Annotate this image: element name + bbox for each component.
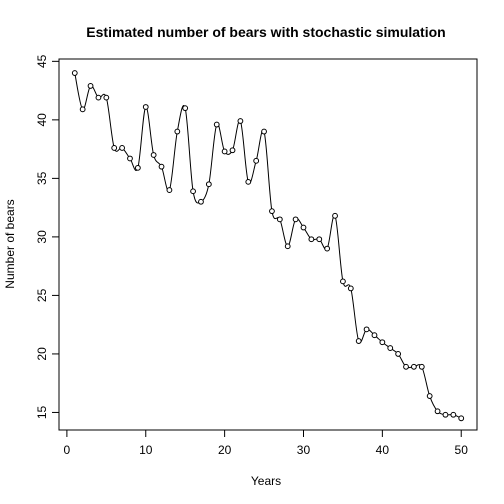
data-point — [134, 164, 141, 171]
y-tick-label: 30 — [35, 230, 49, 244]
data-point — [261, 128, 267, 135]
data-point — [308, 236, 315, 243]
data-point — [292, 216, 299, 223]
x-axis-label: Years — [251, 474, 281, 488]
data-point — [363, 326, 370, 333]
data-point — [198, 198, 204, 205]
data-point — [426, 393, 433, 399]
data-point — [190, 188, 196, 195]
data-point — [87, 83, 94, 89]
data-point — [458, 415, 465, 422]
data-point — [166, 187, 173, 193]
x-tick-label: 50 — [455, 443, 469, 457]
x-tick-label: 30 — [297, 443, 311, 457]
x-tick-label: 20 — [218, 443, 232, 457]
data-point — [340, 278, 346, 285]
data-point — [403, 363, 409, 370]
data-point — [387, 345, 394, 351]
data-point — [300, 224, 307, 231]
plot-frame — [58, 58, 478, 431]
data-point — [111, 145, 118, 151]
y-axis-label: Number of bears — [3, 199, 17, 288]
data-point — [450, 411, 457, 418]
data-point — [379, 339, 386, 346]
data-point — [221, 148, 228, 155]
x-tick-label: 0 — [64, 443, 71, 457]
data-point — [150, 152, 157, 158]
y-tick-label: 35 — [35, 171, 49, 185]
y-tick-label: 40 — [35, 113, 49, 127]
data-point — [418, 363, 425, 370]
data-point — [332, 212, 338, 219]
data-point — [174, 128, 181, 135]
data-point — [182, 105, 189, 112]
data-point — [371, 332, 378, 339]
x-tick-label: 40 — [376, 443, 390, 457]
data-point — [269, 208, 275, 215]
data-point — [158, 163, 165, 170]
data-point — [119, 145, 125, 151]
chart-title: Estimated number of bears with stochasti… — [86, 24, 445, 40]
y-tick-label: 45 — [35, 54, 49, 68]
data-point — [103, 94, 110, 101]
x-axis: 0 10 20 30 40 50 — [64, 429, 469, 457]
data-point — [316, 236, 323, 243]
y-tick-label: 20 — [35, 347, 49, 361]
data-point — [213, 121, 220, 128]
data-point — [253, 157, 260, 164]
data-point — [79, 106, 86, 113]
data-point — [229, 147, 236, 154]
data-point — [95, 94, 102, 101]
data-point — [411, 363, 417, 370]
data-point — [395, 351, 402, 357]
y-tick-label: 25 — [35, 288, 49, 302]
data-point — [434, 408, 441, 415]
data-point — [205, 181, 212, 188]
data-point — [324, 245, 331, 252]
data-point — [284, 243, 291, 250]
data-point — [71, 70, 78, 76]
data-point — [142, 104, 149, 110]
data-point — [245, 178, 252, 185]
y-tick-label: 15 — [35, 405, 49, 419]
x-tick-label: 10 — [139, 443, 153, 457]
data-point — [127, 155, 133, 162]
data-point — [347, 285, 354, 292]
data-point — [355, 338, 362, 344]
data-points — [71, 70, 465, 422]
data-point — [237, 118, 244, 124]
data-point — [442, 411, 449, 418]
y-axis: 15 20 25 30 35 40 45 — [35, 54, 60, 419]
data-point — [276, 216, 283, 223]
